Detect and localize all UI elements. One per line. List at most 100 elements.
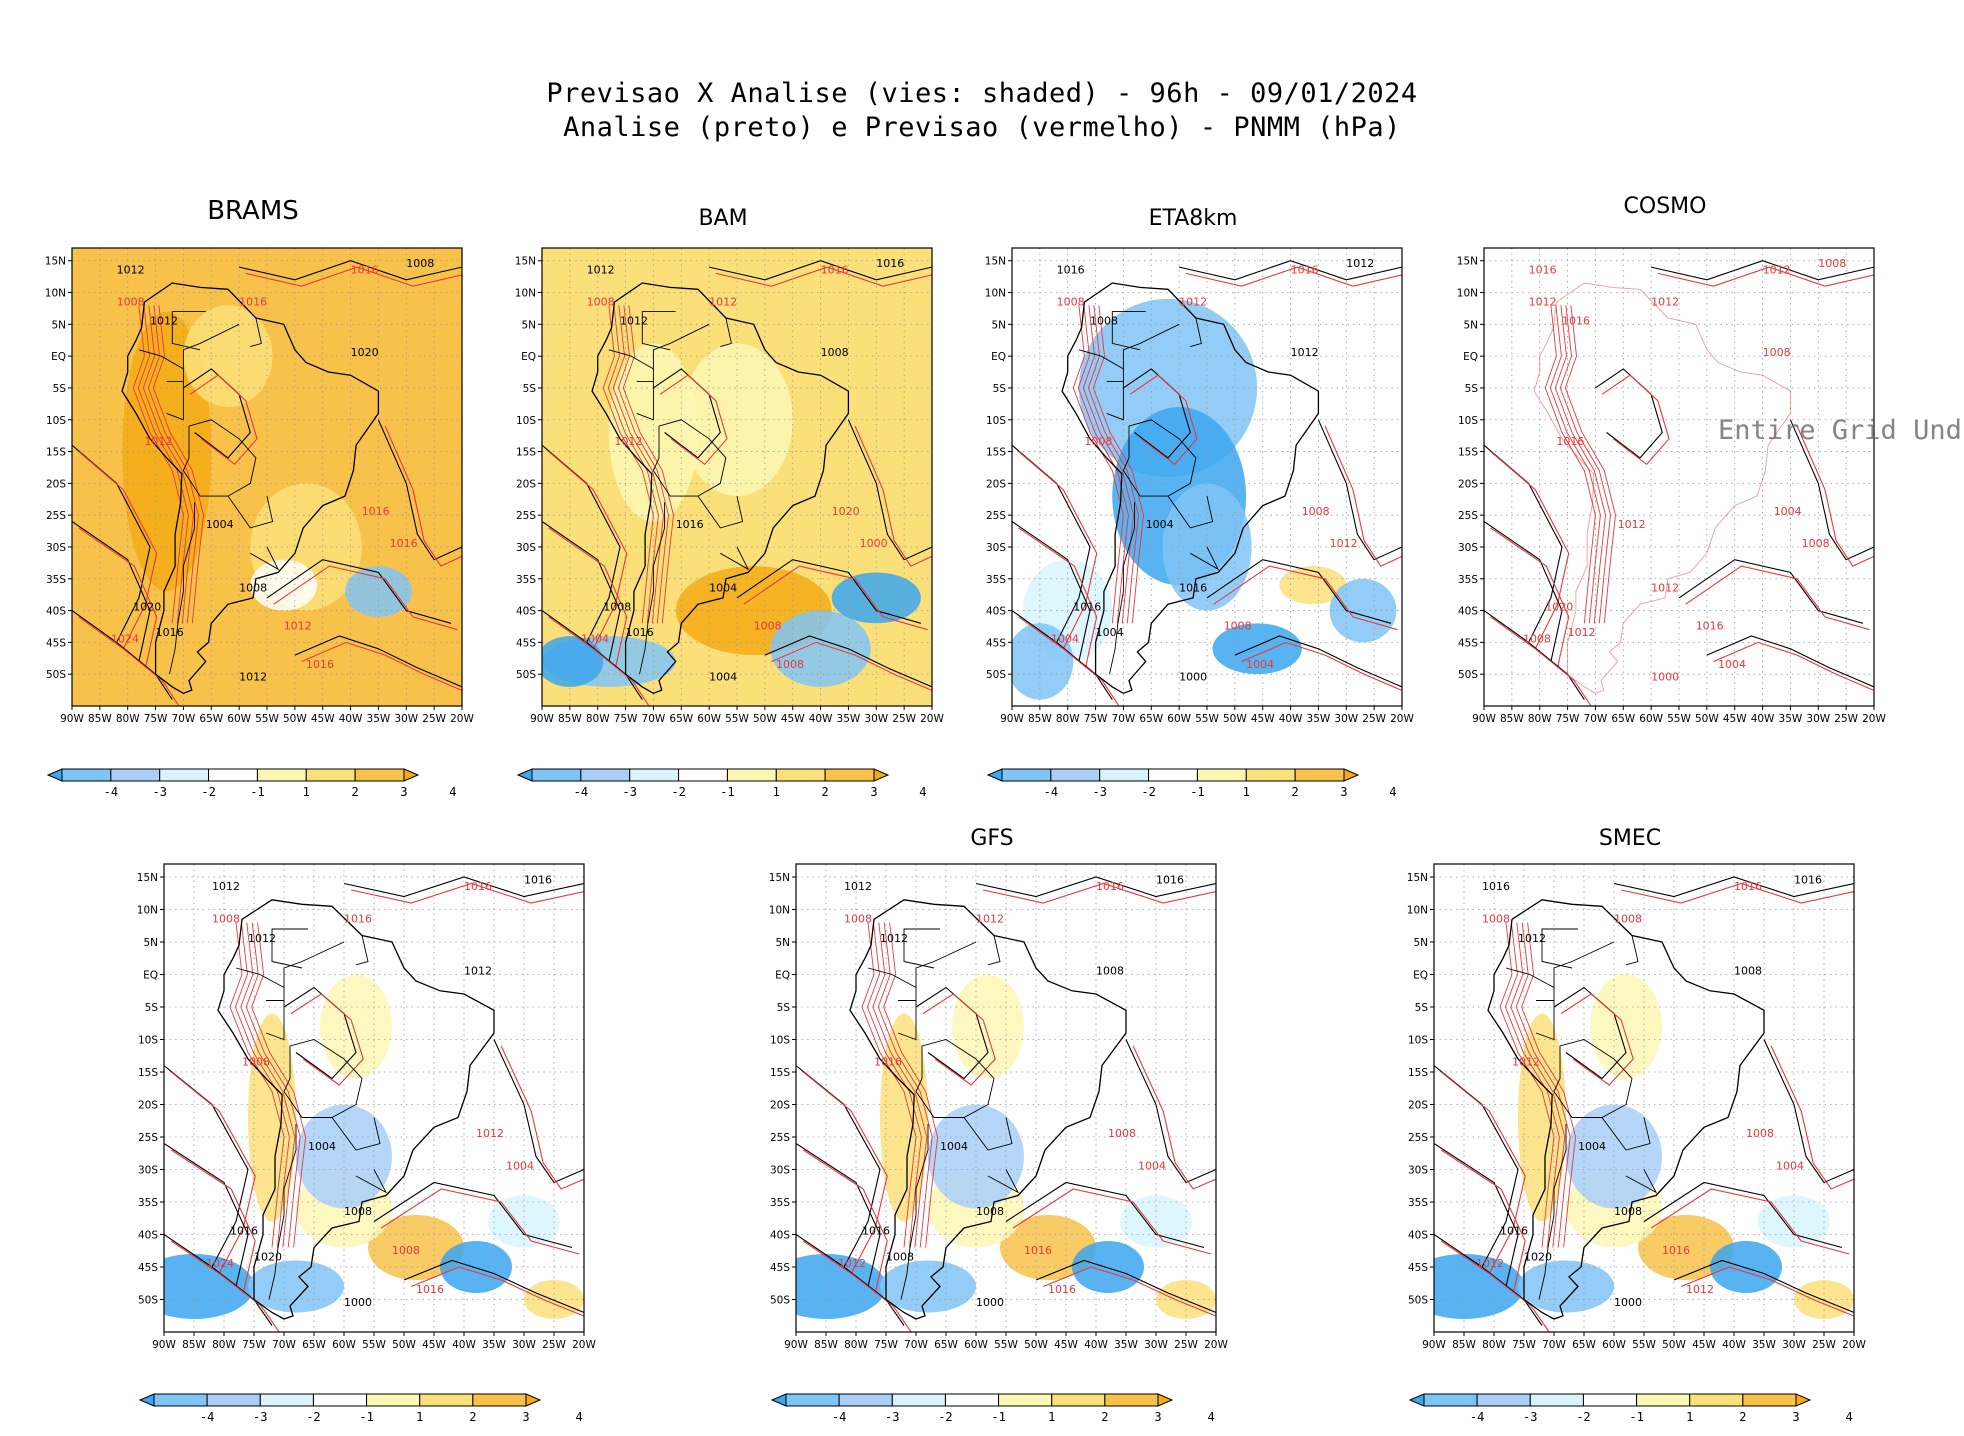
contour-label: 1012 xyxy=(117,263,145,276)
bias-area xyxy=(1518,1013,1566,1222)
lon-tick-label: 25W xyxy=(1362,713,1386,725)
lat-tick-label: 30S xyxy=(138,1165,158,1177)
colorbar-swatch xyxy=(1742,1393,1797,1407)
contour-label: 1016 xyxy=(1529,263,1557,276)
lat-tick-label: 45S xyxy=(46,637,66,649)
lon-tick-label: 40W xyxy=(339,713,363,725)
lat-tick-label: 20S xyxy=(516,478,536,490)
lat-tick-label: 50S xyxy=(770,1295,790,1307)
analysis-contour xyxy=(542,521,621,662)
lon-tick-label: 70W xyxy=(172,713,196,725)
contour-label: 1008 xyxy=(976,1205,1004,1218)
contour-label: 1000 xyxy=(1179,671,1207,684)
lon-tick-label: 55W xyxy=(255,713,279,725)
colorbar-panel-5: -4 -3 -2 -1 1 2 3 4 xyxy=(138,1392,583,1432)
country-border xyxy=(1625,935,1639,966)
lat-tick-label: 10S xyxy=(516,415,536,427)
colorbar-swatch xyxy=(159,768,210,782)
contour-label: 1004 xyxy=(206,518,234,531)
lon-tick-label: 20W xyxy=(920,713,944,725)
figure-title-line-2: Analise (preto) e Previsao (vermelho) - … xyxy=(563,112,1401,143)
lat-tick-label: 5S xyxy=(145,1002,159,1014)
contour-label: 1016 xyxy=(1794,874,1822,887)
lon-tick-label: 60W xyxy=(1639,713,1663,725)
colorbar-label: -3 xyxy=(1523,1410,1537,1424)
contour-label: 1008 xyxy=(1108,1127,1136,1140)
analysis-contour xyxy=(1673,1259,1854,1314)
lon-tick-label: 75W xyxy=(874,1339,898,1351)
contour-label: 1008 xyxy=(603,601,631,614)
contour-label: 1004 xyxy=(506,1160,534,1173)
lat-tick-label: 20S xyxy=(138,1100,158,1112)
lon-tick-label: 85W xyxy=(1452,1339,1476,1351)
forecast-contour xyxy=(1490,527,1570,668)
country-border xyxy=(227,495,274,529)
contour-label: 1008 xyxy=(1763,346,1791,359)
forecast-contour xyxy=(170,1240,280,1332)
lon-tick-label: 20W xyxy=(1842,1339,1866,1351)
lon-tick-label: 70W xyxy=(1584,713,1608,725)
lon-tick-label: 55W xyxy=(362,1339,386,1351)
contour-label: 1004 xyxy=(1774,505,1802,518)
lon-tick-label: 20W xyxy=(1862,713,1886,725)
bias-area xyxy=(1000,1215,1096,1280)
colorbar-label: -1 xyxy=(720,785,734,799)
contour-label: 1008 xyxy=(776,658,804,671)
contour-label: 1012 xyxy=(1651,295,1679,308)
analysis-contour xyxy=(238,260,462,281)
colorbar-swatch xyxy=(153,1393,208,1407)
lat-tick-label: 15N xyxy=(985,256,1006,268)
analysis-contour xyxy=(1595,368,1663,459)
lon-tick-label: 90W xyxy=(152,1339,176,1351)
colorbar-label: 2 xyxy=(1739,1410,1746,1424)
colorbar-swatch xyxy=(1104,1393,1159,1407)
bias-area xyxy=(1279,566,1347,605)
colorbar-swatch xyxy=(259,1393,314,1407)
lon-tick-label: 75W xyxy=(1556,713,1580,725)
country-border xyxy=(608,349,654,370)
panel-title-brams: BRAMS xyxy=(207,196,299,226)
country-border xyxy=(915,1039,995,1118)
analysis-contour xyxy=(975,876,1216,898)
coastline xyxy=(849,899,1127,1320)
lon-tick-label: 55W xyxy=(994,1339,1018,1351)
lat-tick-label: 10N xyxy=(45,288,66,300)
lat-tick-label: 10N xyxy=(137,905,158,917)
lon-tick-label: 60W xyxy=(1602,1339,1626,1351)
colorbar-swatch xyxy=(208,768,258,782)
analysis-contour xyxy=(764,635,932,688)
forecast-contour xyxy=(802,1240,912,1332)
contour-label: 1012 xyxy=(212,880,240,893)
bias-area xyxy=(1590,974,1662,1079)
contour-label: 1020 xyxy=(1524,1251,1552,1264)
bias-area xyxy=(1072,1241,1144,1293)
contour-label: 1016 xyxy=(1482,880,1510,893)
forecast-contour xyxy=(1018,527,1098,668)
colorbar-label: -3 xyxy=(1092,785,1106,799)
colorbar-swatch xyxy=(998,1393,1053,1407)
analysis-contour xyxy=(1763,1039,1854,1184)
lon-tick-label: 30W xyxy=(1782,1339,1806,1351)
country-border xyxy=(1122,419,1197,497)
lat-tick-label: 20S xyxy=(770,1100,790,1112)
lon-tick-label: 85W xyxy=(88,713,112,725)
country-border xyxy=(652,323,710,382)
forecast-contour xyxy=(1042,1266,1216,1317)
contour-label: 1016 xyxy=(1057,263,1085,276)
colorbar-label: -1 xyxy=(359,1410,373,1424)
lat-tick-label: 35S xyxy=(46,574,66,586)
colorbar-swatch xyxy=(354,768,405,782)
country-border xyxy=(235,967,285,988)
lat-tick-label: 10N xyxy=(1457,288,1478,300)
country-border xyxy=(355,1169,388,1194)
contour-label: 1016 xyxy=(524,874,552,887)
forecast-contour xyxy=(78,527,158,668)
lon-tick-label: 50W xyxy=(1695,713,1719,725)
forecast-contour xyxy=(659,374,728,466)
contour-label: 1012 xyxy=(1346,257,1374,270)
contour-label: 1016 xyxy=(676,518,704,531)
lon-tick-label: 70W xyxy=(904,1339,928,1351)
colorbar-swatch xyxy=(1001,768,1052,782)
colorbar-label: -1 xyxy=(250,785,264,799)
contour-label: 1016 xyxy=(1156,874,1184,887)
